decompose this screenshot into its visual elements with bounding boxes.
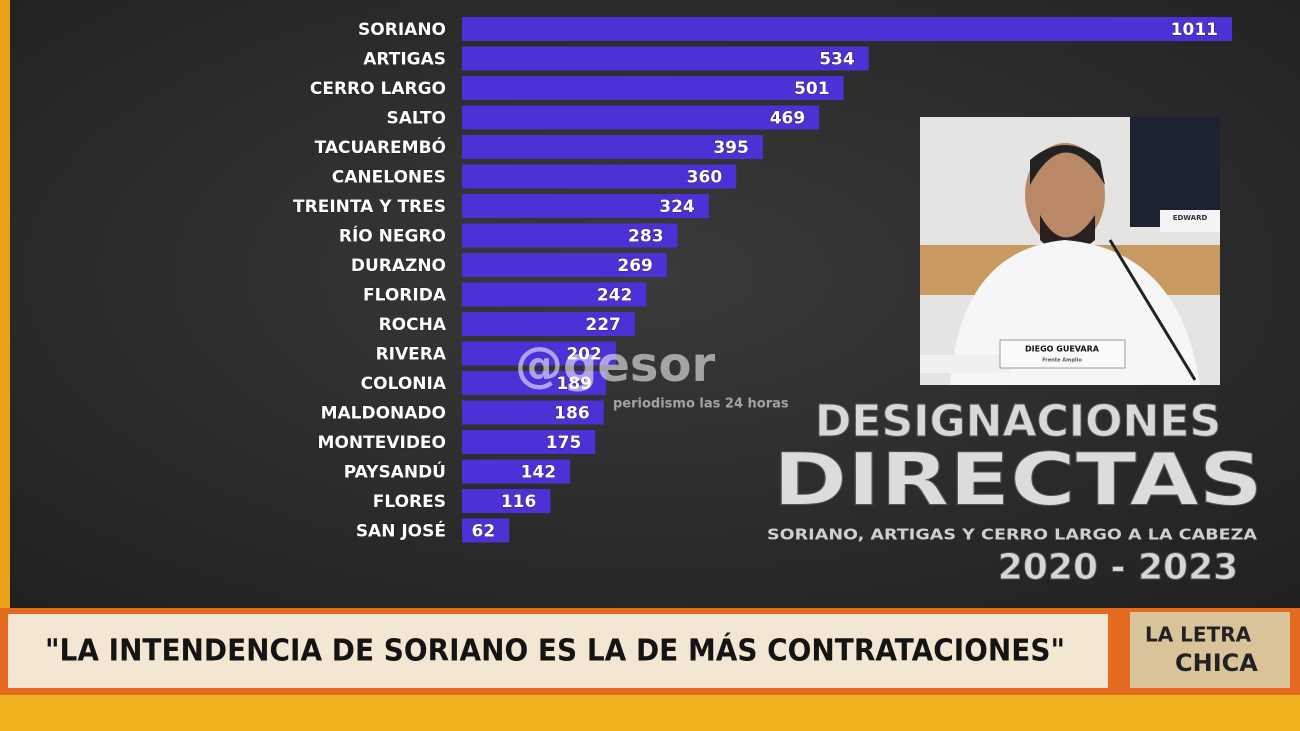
watermark-name: @gesor [515,337,715,393]
value-label: 116 [501,492,537,512]
value-label: 324 [659,197,695,217]
value-label: 269 [617,256,653,276]
category-label: CERRO LARGO [310,79,446,99]
category-label: FLORES [373,492,446,512]
category-label: TREINTA Y TRES [293,197,446,217]
subtitle: SORIANO, ARTIGAS Y CERRO LARGO A LA CABE… [767,526,1257,544]
inset-photo: DIEGO GUEVARA Frente Amplio EDWARD [920,117,1220,385]
value-label: 202 [566,345,602,365]
value-label: 501 [794,79,830,99]
bar [462,371,606,395]
category-label: PAYSANDÚ [344,461,446,483]
category-label: FLORIDA [363,286,447,306]
value-label: 360 [687,168,723,188]
value-label: 395 [713,138,749,158]
category-label: TACUAREMBÓ [315,136,446,158]
period: 2020 - 2023 [998,547,1238,588]
value-label: 142 [521,463,557,483]
category-label: CANELONES [332,168,446,188]
bar [462,341,616,366]
category-label: ARTIGAS [363,50,446,70]
value-label: 227 [585,315,621,335]
banner-quote: "LA INTENDENCIA DE SORIANO ES LA DE MÁS … [45,633,1065,669]
category-label: MONTEVIDEO [318,433,446,453]
category-label: SAN JOSÉ [356,520,446,542]
bar [462,223,678,248]
bar [462,105,820,130]
banner-strip [8,614,1108,688]
bar [462,164,737,189]
logo-line-1: LA LETRA [1145,623,1252,647]
category-label: MALDONADO [321,404,446,424]
bar [462,135,763,159]
category-label: SALTO [387,109,446,129]
logo-box [1130,612,1290,688]
value-label: 186 [554,404,590,424]
logo-line-2: CHICA [1175,649,1258,677]
bar [462,194,709,218]
value-label: 534 [819,50,855,70]
category-label: SORIANO [358,20,446,40]
bar [462,17,1232,41]
nameplate: DIEGO GUEVARA [1025,345,1100,354]
value-label: 189 [556,374,592,394]
bottom-strip [0,695,1300,731]
value-label: 1011 [1171,20,1218,40]
bar-chart: SORIANO 1011 ARTIGAS 534 CERRO LARGO 501 SALTO… [293,17,1232,543]
category-label: COLONIA [361,374,447,394]
category-label: RIVERA [376,345,447,365]
bar [462,46,869,71]
nameplate-party: Frente Amplio [1042,358,1082,364]
value-label: 283 [628,227,664,247]
bar [462,459,571,484]
category-label: DURAZNO [351,256,446,276]
watermark-tagline: periodismo las 24 horas [613,397,789,412]
category-label: RÍO NEGRO [339,225,446,247]
value-label: 62 [472,522,496,542]
bar [462,282,647,307]
value-label: 469 [770,109,806,129]
bar [462,253,667,277]
title-line-1: DESIGNACIONES [815,396,1221,447]
bar [462,489,551,513]
left-edge [0,0,10,610]
bar [462,430,596,454]
value-label: 175 [546,433,582,453]
category-label: ROCHA [379,315,447,335]
value-label: 242 [597,286,633,306]
bar [462,312,635,336]
title-line-2: DIRECTAS [773,438,1263,522]
other-nameplate: EDWARD [1173,214,1208,222]
bar [462,400,604,425]
bar [462,76,844,100]
bar [462,518,510,543]
